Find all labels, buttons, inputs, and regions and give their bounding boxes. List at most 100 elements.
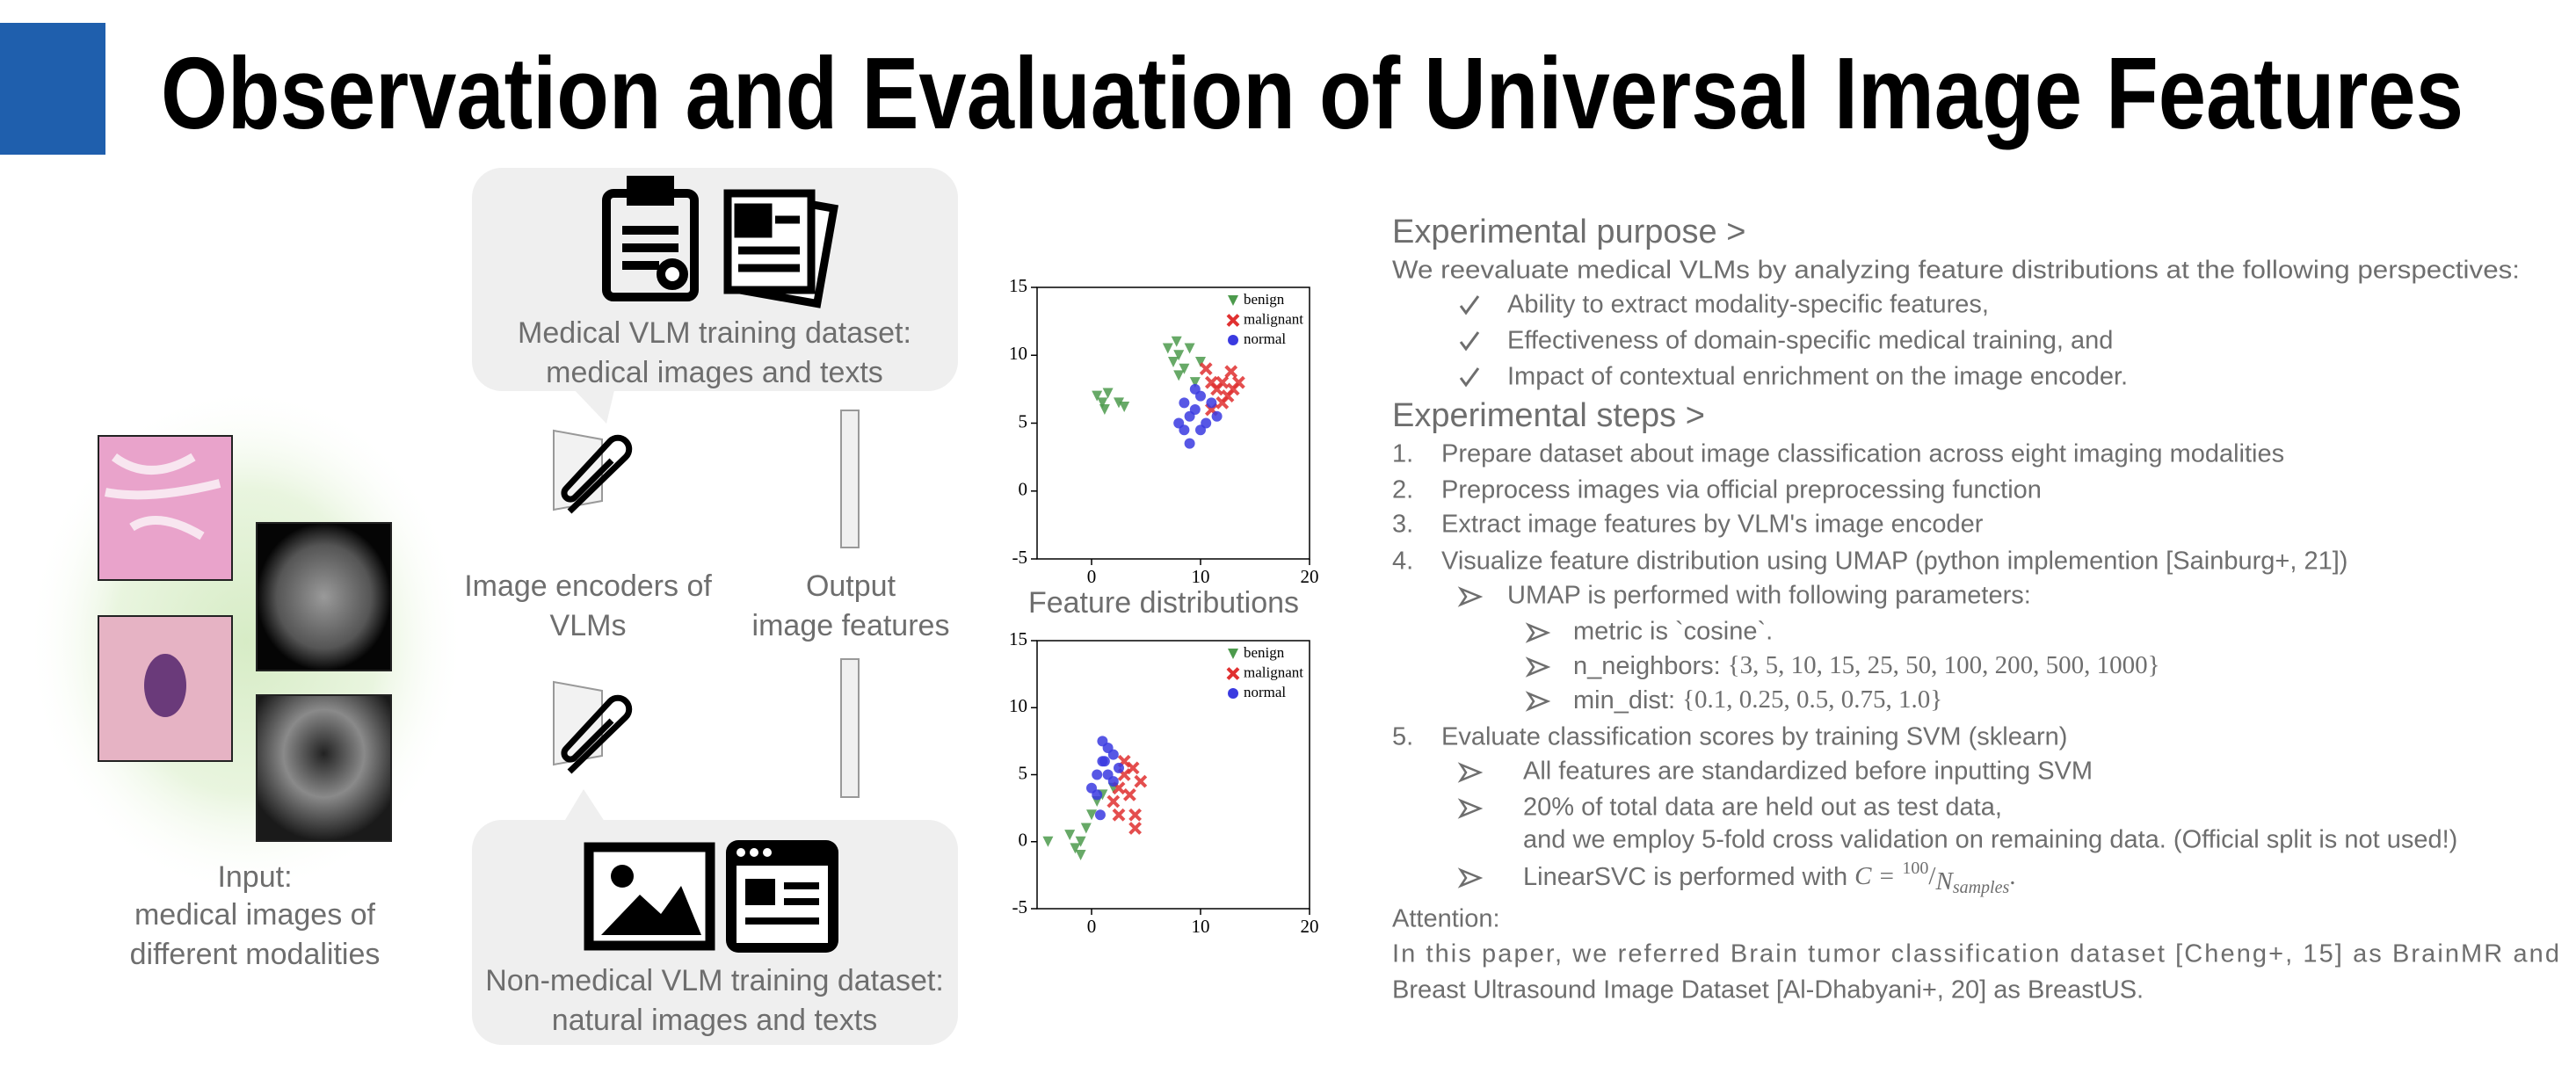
point	[1099, 404, 1110, 416]
point	[1215, 375, 1230, 389]
figure-caption: Feature distributions	[1028, 586, 1299, 620]
box-pointer	[562, 789, 606, 824]
list-item: Ability to extract modality-specific fea…	[1507, 291, 1989, 319]
point	[1107, 794, 1121, 809]
y-tick-label: 5	[1019, 762, 1028, 783]
point	[1128, 822, 1143, 835]
point	[1128, 808, 1143, 822]
point	[1184, 343, 1195, 354]
point	[1231, 375, 1245, 389]
point	[1189, 404, 1201, 416]
slide-title: Observation and Evaluation of Universal …	[161, 36, 2464, 150]
charts: 0 10 20 -5 0 5 10 15 benign malignant normal 0 10 20 -…	[1009, 275, 1319, 937]
list-item: LinearSVC is performed with C = 100/Nsam…	[1523, 859, 2016, 897]
dataset-label: Non-medical VLM training dataset:	[485, 964, 944, 997]
point	[1122, 787, 1136, 801]
list-item: Evaluate classification scores by traini…	[1441, 723, 2067, 751]
list-item: UMAP is performed with following paramet…	[1507, 582, 2031, 610]
y-tick-label: 0	[1019, 479, 1028, 500]
point	[1179, 424, 1190, 436]
point	[1114, 397, 1124, 409]
y-tick-label: -5	[1012, 896, 1028, 917]
list-item: Impact of contextual enrichment on the i…	[1507, 363, 2128, 391]
attention-label: Attention:	[1392, 905, 1500, 933]
param-values: {0.1, 0.25, 0.5, 0.75, 1.0}	[1682, 685, 1942, 714]
point	[1107, 776, 1119, 787]
list-item: n_neighbors: {3, 5, 10, 15, 25, 50, 100,…	[1573, 651, 2160, 680]
math: /	[1928, 862, 1936, 890]
feature-bar	[840, 410, 860, 548]
point	[1126, 761, 1140, 775]
point	[1184, 438, 1195, 449]
point	[1092, 769, 1103, 780]
point	[1092, 789, 1103, 801]
heading: Experimental purpose >	[1392, 214, 1745, 250]
y-tick-label: -5	[1012, 547, 1028, 568]
y-tick-label: 10	[1009, 343, 1027, 364]
image-icon	[584, 842, 715, 951]
paragraph: We reevaluate medical VLMs by analyzing …	[1392, 257, 2520, 285]
point	[1171, 336, 1182, 347]
legend-marker	[1228, 688, 1238, 699]
output-label: image features	[752, 609, 950, 642]
accent-square	[0, 23, 105, 155]
x-tick-label: 10	[1192, 566, 1210, 587]
encoder-label: Image encoders of	[464, 569, 712, 603]
list-number: 4.	[1392, 548, 1413, 576]
legend-marker	[1226, 667, 1240, 680]
point	[1064, 830, 1076, 841]
list-number: 1.	[1392, 440, 1413, 468]
caption: different modalities	[130, 938, 381, 971]
list-item: 20% of total data are held out as test d…	[1523, 794, 2002, 822]
x-tick-label: 0	[1087, 916, 1097, 937]
point	[1075, 850, 1086, 860]
param-name: min_dist:	[1573, 686, 1675, 714]
point	[1099, 756, 1110, 767]
point	[1080, 823, 1092, 834]
point	[1206, 397, 1217, 409]
math: samples	[1953, 878, 2010, 897]
math: N	[1934, 867, 1954, 896]
encoder-shape	[553, 429, 633, 774]
legend-marker	[1226, 314, 1240, 327]
y-tick-label: 10	[1009, 695, 1027, 716]
heading: Experimental steps >	[1392, 397, 1705, 434]
point	[1211, 410, 1223, 422]
point	[1102, 388, 1114, 399]
param-name: n_neighbors:	[1573, 652, 1721, 680]
plot-frame	[1036, 286, 1310, 560]
point	[1097, 397, 1108, 409]
clipboard-icon	[602, 176, 699, 301]
list-item: Preprocess images via official preproces…	[1441, 476, 2042, 504]
point	[1086, 809, 1097, 821]
point	[1119, 401, 1130, 412]
output-label: Output	[806, 569, 896, 603]
list-number: 3.	[1392, 511, 1413, 539]
point	[1097, 736, 1108, 747]
legend-marker	[1228, 649, 1238, 659]
legend-label: normal	[1244, 684, 1286, 700]
point	[1224, 365, 1238, 379]
point	[1189, 383, 1201, 395]
y-tick-label: 15	[1009, 275, 1027, 296]
point	[1070, 843, 1081, 854]
browser-icon	[726, 840, 838, 953]
dataset-label: Medical VLM training dataset:	[518, 316, 911, 350]
list-item: Visualize feature distribution using UMA…	[1441, 548, 2347, 576]
legend-label: malignant	[1244, 664, 1303, 680]
legend-label: benign	[1244, 644, 1285, 661]
list-item: metric is `cosine`.	[1573, 618, 1773, 646]
arrow-bullet	[1457, 586, 1551, 888]
point	[1134, 774, 1148, 788]
legend-label: benign	[1244, 291, 1285, 308]
plot-frame	[1036, 640, 1310, 910]
point	[1112, 808, 1126, 822]
documents-icon	[723, 189, 839, 308]
point	[1168, 356, 1179, 367]
list-item: and we employ 5-fold cross validation on…	[1523, 826, 2457, 854]
list-number: 2.	[1392, 476, 1413, 504]
list-item: Prepare dataset about image classificati…	[1441, 440, 2284, 468]
scatter-chart: 0 10 20 -5 0 5 10 15 benign malignant normal	[1009, 275, 1319, 587]
